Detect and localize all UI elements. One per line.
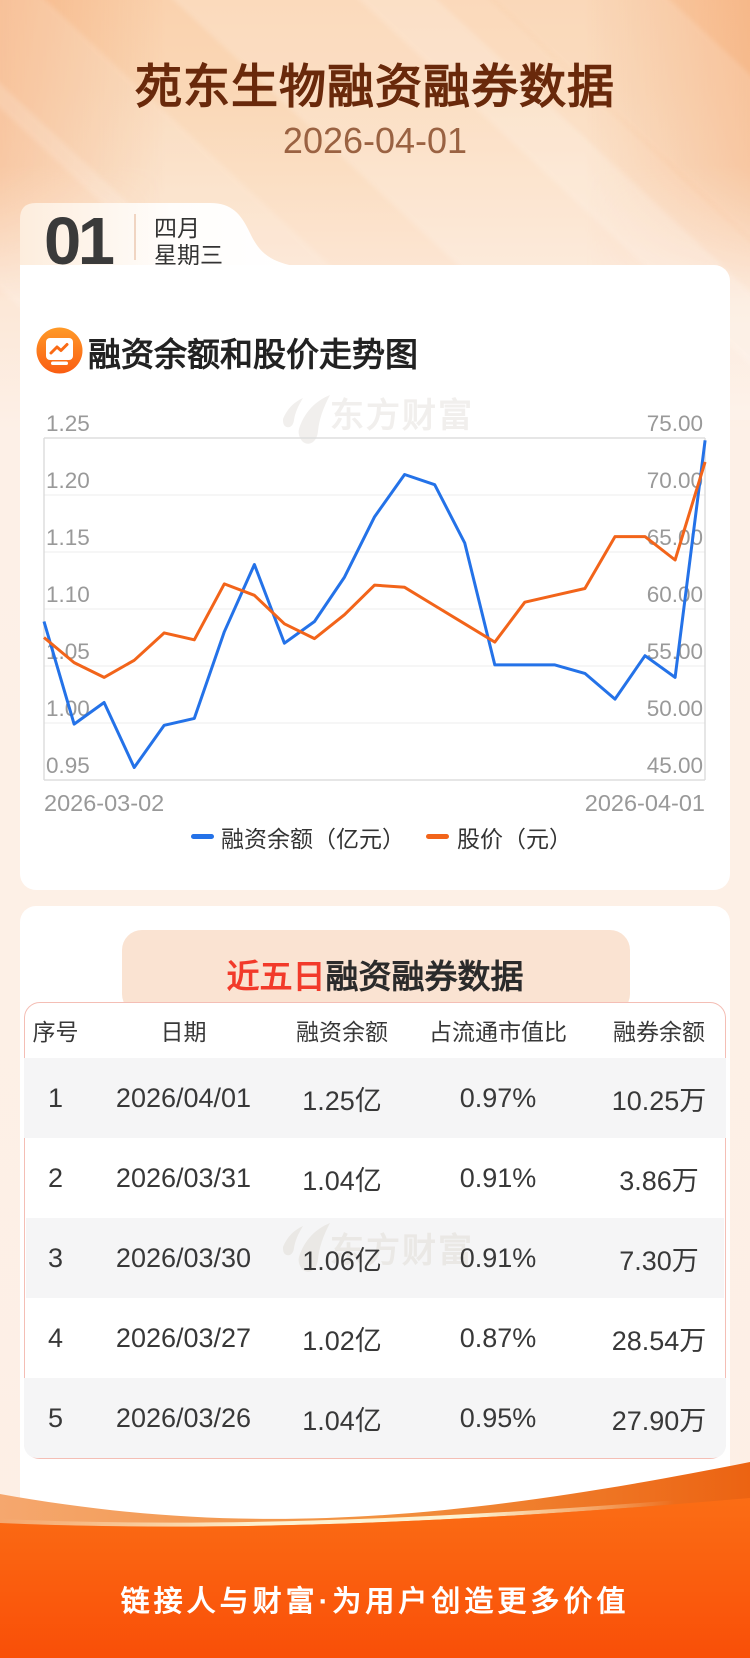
svg-text:55.00: 55.00	[647, 639, 703, 664]
svg-text:1.10: 1.10	[46, 582, 90, 607]
svg-text:75.00: 75.00	[647, 411, 703, 436]
svg-text:45.00: 45.00	[647, 753, 703, 778]
svg-text:2026-04-01: 2026-04-01	[585, 790, 705, 816]
svg-text:0.95: 0.95	[46, 753, 90, 778]
svg-text:东方财富: 东方财富	[330, 1231, 474, 1270]
svg-text:1.15: 1.15	[46, 525, 90, 550]
svg-text:1.25: 1.25	[46, 411, 90, 436]
svg-text:股价（元）: 股价（元）	[457, 826, 572, 852]
svg-text:50.00: 50.00	[647, 696, 703, 721]
svg-text:2026-03-02: 2026-03-02	[44, 790, 164, 816]
svg-text:60.00: 60.00	[647, 582, 703, 607]
svg-text:融资余额（亿元）: 融资余额（亿元）	[221, 826, 405, 852]
svg-text:1.20: 1.20	[46, 468, 90, 493]
svg-text:70.00: 70.00	[647, 468, 703, 493]
svg-text:东方财富: 东方财富	[330, 396, 474, 435]
